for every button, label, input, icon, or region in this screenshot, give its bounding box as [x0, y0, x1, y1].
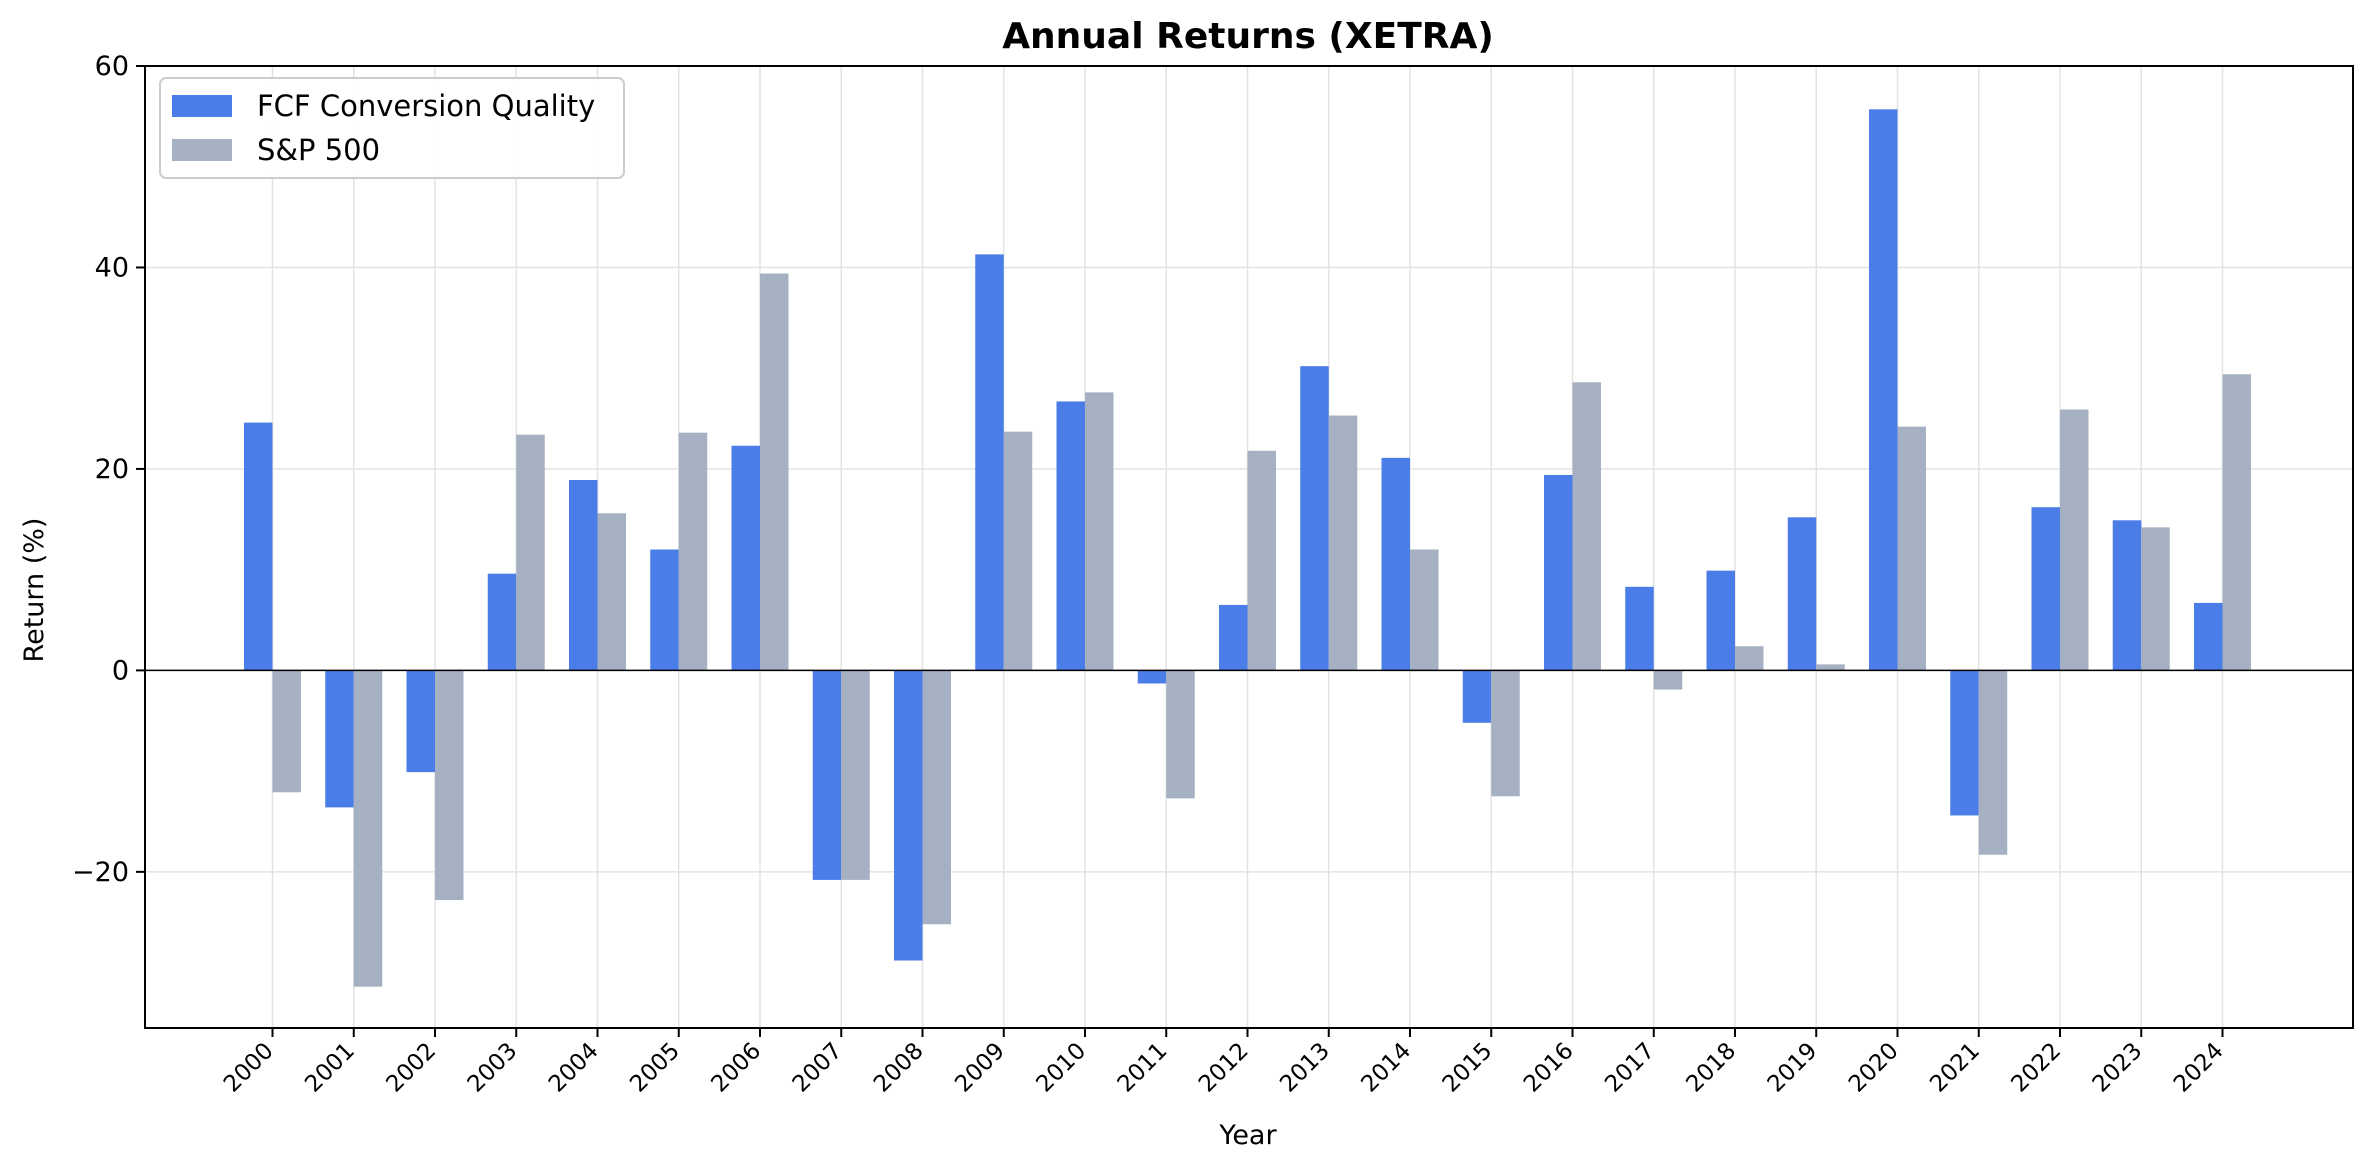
bar-fcf-2013 [1300, 366, 1329, 671]
bar-sp500-2012 [1247, 450, 1276, 671]
bar-sp500-2023 [2141, 527, 2170, 671]
bar-sp500-2016 [1572, 382, 1601, 671]
y-axis-label: Return (%) [19, 518, 50, 663]
bar-fcf-2023 [2112, 520, 2142, 671]
bar-fcf-2024 [2194, 602, 2223, 671]
bar-sp500-2003 [516, 434, 545, 671]
bar-sp500-2007 [841, 670, 870, 880]
bar-fcf-2008 [894, 670, 923, 961]
bar-sp500-2019 [1816, 664, 1845, 671]
bar-fcf-2007 [812, 670, 842, 880]
legend-box [159, 77, 625, 179]
bar-fcf-2014 [1381, 457, 1410, 671]
bar-fcf-2016 [1544, 474, 1573, 671]
y-tick-label: 0 [112, 655, 129, 686]
bar-sp500-2020 [1897, 426, 1926, 671]
y-tick-label: 40 [95, 252, 129, 283]
bar-fcf-2018 [1706, 570, 1735, 671]
bars [244, 109, 2251, 987]
bar-sp500-2015 [1491, 670, 1520, 797]
bar-fcf-2005 [650, 549, 679, 671]
bar-sp500-2000 [272, 670, 301, 793]
bar-fcf-2009 [975, 254, 1004, 671]
bar-sp500-2011 [1166, 670, 1195, 799]
bar-sp500-2024 [2222, 374, 2251, 671]
bar-sp500-2013 [1328, 415, 1358, 671]
bar-sp500-2002 [435, 670, 464, 901]
bar-sp500-2014 [1410, 549, 1439, 671]
legend: FCF Conversion Quality S&P 500 [159, 77, 625, 179]
bar-fcf-2012 [1219, 604, 1248, 671]
bar-sp500-2008 [922, 670, 951, 925]
bar-sp500-2010 [1085, 392, 1114, 671]
chart-title: Annual Returns (XETRA) [1002, 16, 1494, 57]
bar-fcf-2010 [1056, 401, 1085, 671]
bar-fcf-2006 [731, 445, 760, 671]
bar-fcf-2020 [1869, 109, 1898, 671]
bar-fcf-2004 [569, 480, 598, 671]
legend-label-fcf: FCF Conversion Quality [257, 89, 595, 123]
legend-label-sp500: S&P 500 [257, 133, 380, 167]
bar-fcf-2022 [2031, 507, 2060, 671]
plot-area-frame [144, 65, 2354, 1029]
bar-fcf-2015 [1462, 670, 1492, 723]
bar-sp500-2001 [353, 670, 383, 987]
bar-fcf-2002 [406, 670, 435, 773]
y-tick-label: 20 [95, 454, 129, 485]
bar-sp500-2018 [1735, 646, 1764, 671]
bar-fcf-2000 [244, 422, 273, 671]
legend-swatch-fcf [172, 95, 232, 117]
bar-fcf-2003 [487, 573, 517, 671]
bar-fcf-2017 [1625, 586, 1654, 671]
bar-fcf-2011 [1137, 670, 1167, 684]
y-tick-label: 60 [95, 51, 129, 82]
legend-swatch-sp500 [172, 139, 232, 161]
bar-sp500-2017 [1653, 670, 1683, 690]
x-axis-label: Year [1218, 1120, 1277, 1151]
bar-sp500-2021 [1978, 670, 2008, 855]
bar-fcf-2001 [325, 670, 354, 808]
bar-sp500-2004 [597, 513, 626, 671]
bar-fcf-2019 [1787, 517, 1817, 671]
y-axis-ticks: −20 0 20 40 60 [72, 51, 145, 888]
bar-sp500-2005 [678, 432, 708, 671]
bar-fcf-2021 [1950, 670, 1979, 816]
y-tick-label: −20 [72, 857, 129, 888]
bar-sp500-2006 [760, 273, 789, 671]
bar-sp500-2022 [2060, 409, 2089, 671]
bar-sp500-2009 [1003, 431, 1033, 671]
